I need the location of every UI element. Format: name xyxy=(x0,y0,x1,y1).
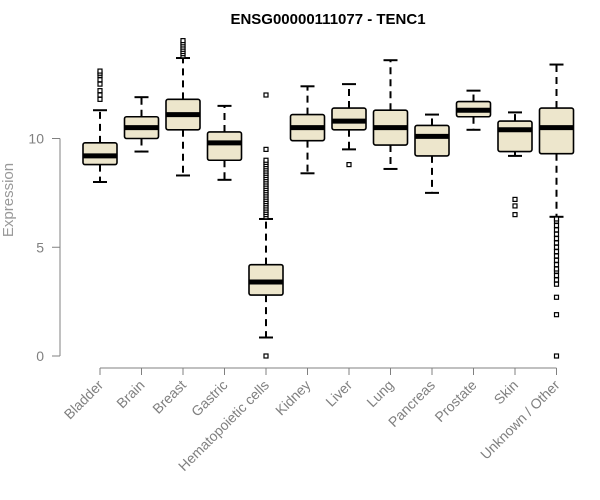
outlier-point xyxy=(553,266,560,272)
y-axis-title: Expression xyxy=(0,163,17,237)
x-tick-label: Skin xyxy=(491,377,522,408)
outlier-point xyxy=(97,88,103,94)
outlier-point xyxy=(553,294,560,300)
box-group xyxy=(331,83,367,168)
x-tick-label: Bladder xyxy=(61,377,107,423)
plot-area xyxy=(82,38,575,359)
box-group xyxy=(538,63,575,359)
x-tick-label: Unknown / Other xyxy=(477,377,563,463)
outlier-point xyxy=(97,77,103,83)
outlier-point xyxy=(263,157,269,163)
outlier-point xyxy=(553,353,560,359)
box-group xyxy=(82,68,118,183)
outlier-point xyxy=(346,162,352,168)
outlier-point xyxy=(263,353,269,359)
outlier-point xyxy=(553,281,560,287)
x-tick-label: Lung xyxy=(363,377,396,410)
box-group xyxy=(497,111,533,218)
outlier-point xyxy=(512,196,518,202)
outlier-point xyxy=(553,312,560,318)
box-iqr xyxy=(414,124,450,157)
box-group xyxy=(248,92,284,359)
y-axis: 0 5 10 xyxy=(28,131,61,364)
box-group xyxy=(289,85,326,175)
outlier-point xyxy=(553,244,560,250)
outlier-point xyxy=(553,249,560,255)
y-tick-label: 0 xyxy=(36,348,44,364)
x-tick-label: Liver xyxy=(322,377,355,410)
box-group xyxy=(414,113,450,194)
outlier-point xyxy=(553,257,560,263)
chart-title: ENSG00000111077 - TENC1 xyxy=(230,11,425,28)
box-group xyxy=(206,104,243,181)
outlier-point xyxy=(512,212,518,218)
outlier-point xyxy=(553,272,560,279)
outlier-point xyxy=(553,277,560,283)
outlier-point xyxy=(512,203,518,209)
outlier-point xyxy=(553,262,560,268)
y-tick-label: 10 xyxy=(28,131,44,147)
outlier-point xyxy=(553,227,560,233)
x-tick-label: Brain xyxy=(113,377,147,411)
box-group xyxy=(123,96,160,153)
box-group xyxy=(372,59,409,170)
outlier-point xyxy=(553,222,560,229)
outlier-point xyxy=(553,216,560,222)
outlier-point xyxy=(553,231,560,237)
x-tick-label: Breast xyxy=(149,377,189,417)
outlier-point xyxy=(263,92,269,98)
box-group xyxy=(455,89,492,131)
box-iqr xyxy=(206,131,243,162)
box-iqr xyxy=(497,120,533,153)
outlier-point xyxy=(97,81,103,87)
box-iqr xyxy=(538,107,575,155)
outlier-point xyxy=(97,92,103,98)
y-tick-label: 5 xyxy=(36,239,44,255)
outlier-point xyxy=(553,253,560,259)
box-group xyxy=(165,38,201,177)
outlier-point xyxy=(180,38,186,44)
x-tick-label: Prostate xyxy=(431,377,479,425)
outlier-point xyxy=(553,235,560,242)
outlier-point xyxy=(263,146,269,152)
outlier-point xyxy=(97,68,103,74)
x-tick-label: Kidney xyxy=(272,377,314,419)
outlier-point xyxy=(97,96,103,102)
outlier-point xyxy=(553,240,560,246)
